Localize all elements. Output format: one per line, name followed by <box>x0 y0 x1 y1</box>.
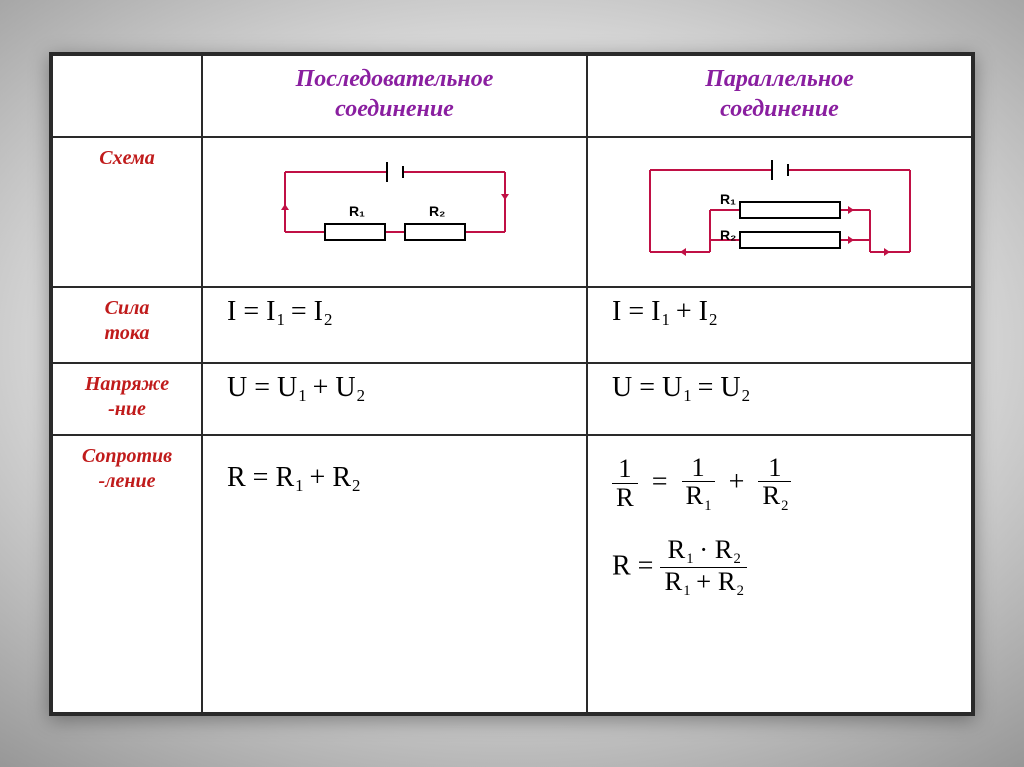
rowlabel-voltage: Напряже -ние <box>52 363 202 435</box>
rowlabel-current-l2: тока <box>105 322 150 344</box>
svg-text:R₂: R₂ <box>720 227 736 243</box>
header-empty <box>52 55 202 137</box>
cell-resistance-series: R = R1 + R2 <box>202 435 587 713</box>
svg-text:R₁: R₁ <box>720 191 736 207</box>
formula-parallel-inverse: 1R = 1R1 + 1R2 <box>612 454 957 514</box>
rowlabel-resistance-l1: Сопротив <box>82 445 172 467</box>
frac-1-d: R <box>612 484 638 512</box>
header-series-l2: соединение <box>335 96 454 122</box>
svg-text:R₂: R₂ <box>429 203 445 219</box>
comparison-table: Последовательное соединение Параллельное… <box>51 54 973 714</box>
formula-parallel-product: R = R1 · R2 R1 + R2 <box>612 536 957 600</box>
cell-voltage-series: U = U1 + U2 <box>202 363 587 435</box>
rowlabel-current: Сила тока <box>52 287 202 363</box>
frac-3-n: 1 <box>758 454 791 483</box>
rowlabel-voltage-l1: Напряже <box>85 373 169 395</box>
header-series-l1: Последовательное <box>296 66 494 92</box>
parallel-circuit-icon: R₁ R₂ <box>620 152 940 272</box>
header-parallel-l1: Параллельное <box>705 66 854 92</box>
cell-voltage-parallel: U = U1 = U2 <box>587 363 972 435</box>
header-parallel: Параллельное соединение <box>587 55 972 137</box>
rowlabel-schema-text: Схема <box>99 147 154 169</box>
cell-schema-series: R₁ R₂ <box>202 137 587 287</box>
comparison-table-card: Последовательное соединение Параллельное… <box>49 52 975 716</box>
svg-text:R₁: R₁ <box>349 203 365 219</box>
header-parallel-l2: соединение <box>720 96 839 122</box>
series-circuit-icon: R₁ R₂ <box>245 152 545 262</box>
frac-2-n: 1 <box>682 454 715 483</box>
header-series: Последовательное соединение <box>202 55 587 137</box>
rowlabel-resistance-l2: -ление <box>99 470 156 492</box>
cell-schema-parallel: R₁ R₂ <box>587 137 972 287</box>
cell-resistance-parallel: 1R = 1R1 + 1R2 R = R1 · R2 R1 + R2 <box>587 435 972 713</box>
rowlabel-schema: Схема <box>52 137 202 287</box>
rowlabel-voltage-l2: -ние <box>108 398 146 420</box>
cell-current-parallel: I = I1 + I2 <box>587 287 972 363</box>
rowlabel-current-l1: Сила <box>105 297 150 319</box>
frac-1-n: 1 <box>612 455 638 484</box>
cell-current-series: I = I1 = I2 <box>202 287 587 363</box>
rowlabel-resistance: Сопротив -ление <box>52 435 202 713</box>
